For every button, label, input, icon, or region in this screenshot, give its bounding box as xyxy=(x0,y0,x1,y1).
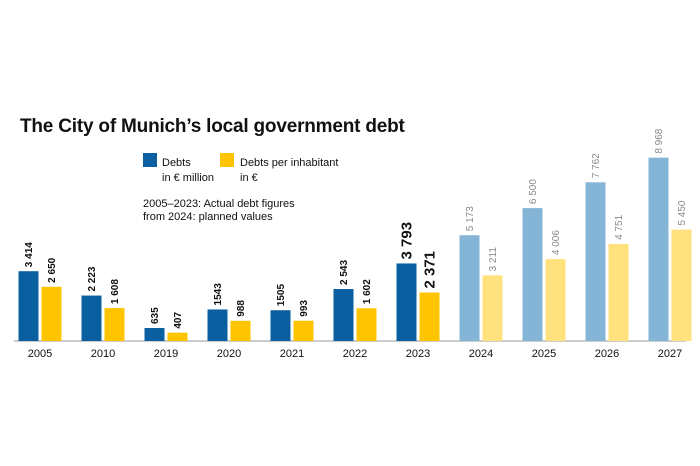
value-label-per-inhabitant-2022: 1 602 xyxy=(362,279,373,304)
value-label-debts-2021: 1505 xyxy=(276,284,287,307)
bar-debts-2021 xyxy=(270,310,291,341)
legend: Debts in € million Debts per inhabitant … xyxy=(143,153,338,184)
value-label-debts-2010: 2 223 xyxy=(87,266,98,291)
bar-per-inhabitant-2021 xyxy=(293,320,314,341)
bar-debts-2026 xyxy=(585,182,606,341)
bars-layer: 3 414 2 650 2005 2 223 1 608 2010 635 407 2019 15… xyxy=(18,128,692,360)
value-label-debts-2020: 1543 xyxy=(213,283,224,306)
legend-label-per-inhabitant-line1: Debts per inhabitant xyxy=(240,157,338,169)
x-tick-label-2010: 2010 xyxy=(91,348,115,360)
legend-label-per-inhabitant-line2: in € xyxy=(240,172,258,184)
x-tick-label-2026: 2026 xyxy=(595,348,619,360)
value-label-per-inhabitant-2010: 1 608 xyxy=(110,279,121,304)
bar-per-inhabitant-2005 xyxy=(41,286,62,341)
value-label-debts-2019: 635 xyxy=(150,307,161,324)
bar-per-inhabitant-2024 xyxy=(482,275,503,341)
bar-per-inhabitant-2025 xyxy=(545,259,566,341)
value-label-debts-2022: 2 543 xyxy=(339,260,350,285)
note-line-planned: from 2024: planned values xyxy=(143,211,273,223)
bar-debts-2020 xyxy=(207,309,228,341)
legend-label-debts-line2: in € million xyxy=(162,172,214,184)
x-tick-label-2023: 2023 xyxy=(406,348,430,360)
legend-swatch-debts xyxy=(143,153,157,167)
value-label-per-inhabitant-2005: 2 650 xyxy=(47,257,58,282)
note: 2005–2023: Actual debt figures from 2024… xyxy=(143,198,295,223)
x-tick-label-2020: 2020 xyxy=(217,348,241,360)
x-tick-label-2025: 2025 xyxy=(532,348,556,360)
bar-debts-2010 xyxy=(81,295,102,341)
value-label-per-inhabitant-2026: 4 751 xyxy=(614,214,625,239)
x-tick-label-2019: 2019 xyxy=(154,348,178,360)
bar-debts-2025 xyxy=(522,208,543,341)
value-label-debts-2026: 7 762 xyxy=(591,153,602,178)
x-tick-label-2021: 2021 xyxy=(280,348,304,360)
bar-debts-2005 xyxy=(18,271,39,341)
value-label-per-inhabitant-2019: 407 xyxy=(173,312,184,329)
value-label-debts-2025: 6 500 xyxy=(528,179,539,204)
x-tick-label-2005: 2005 xyxy=(28,348,52,360)
bar-per-inhabitant-2019 xyxy=(167,332,188,341)
note-line-actual: 2005–2023: Actual debt figures xyxy=(143,198,295,210)
bar-debts-2019 xyxy=(144,328,165,341)
value-label-debts-2023: 3 793 xyxy=(399,222,416,260)
x-tick-label-2024: 2024 xyxy=(469,348,493,360)
legend-swatch-per-inhabitant xyxy=(220,153,234,167)
x-tick-label-2027: 2027 xyxy=(658,348,682,360)
value-label-per-inhabitant-2021: 993 xyxy=(299,300,310,317)
bar-debts-2027 xyxy=(648,157,669,341)
bar-per-inhabitant-2010 xyxy=(104,308,125,341)
bar-per-inhabitant-2020 xyxy=(230,320,251,341)
bar-debts-2022 xyxy=(333,289,354,341)
bar-per-inhabitant-2026 xyxy=(608,243,629,341)
bar-per-inhabitant-2023 xyxy=(419,292,440,341)
value-label-debts-2027: 8 968 xyxy=(654,128,665,153)
legend-label-debts-line1: Debts xyxy=(162,157,191,169)
value-label-per-inhabitant-2023: 2 371 xyxy=(422,251,439,289)
bar-per-inhabitant-2027 xyxy=(671,229,692,341)
value-label-debts-2005: 3 414 xyxy=(24,242,35,267)
value-label-per-inhabitant-2020: 988 xyxy=(236,300,247,317)
x-tick-label-2022: 2022 xyxy=(343,348,367,360)
value-label-debts-2024: 5 173 xyxy=(465,206,476,231)
bar-debts-2024 xyxy=(459,235,480,341)
value-label-per-inhabitant-2027: 5 450 xyxy=(677,200,688,225)
value-label-per-inhabitant-2025: 4 006 xyxy=(551,230,562,255)
bar-debts-2023 xyxy=(396,263,417,341)
chart-title: The City of Munich’s local government de… xyxy=(20,116,406,137)
value-label-per-inhabitant-2024: 3 211 xyxy=(488,247,499,272)
bar-per-inhabitant-2022 xyxy=(356,308,377,341)
